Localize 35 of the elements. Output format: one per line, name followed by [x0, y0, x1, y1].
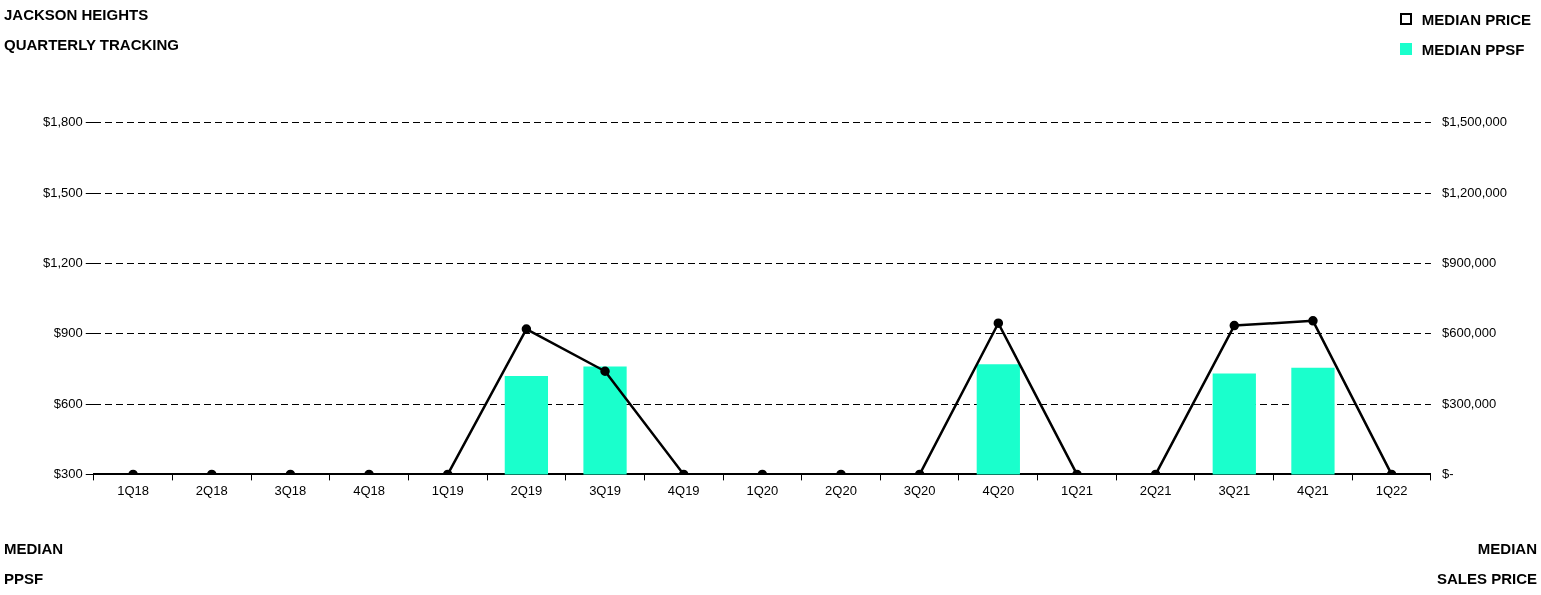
y2-tick-label: $600,000 [1441, 325, 1497, 341]
y-tick-label: $300 [53, 465, 83, 481]
y2-tick-label: $- [1441, 465, 1454, 481]
y2-tick-label: $1,500,000 [1441, 114, 1508, 130]
y-tick-label: $600 [53, 395, 83, 411]
x-tick-label: 1Q18 [117, 482, 149, 498]
x-tick-label: 4Q20 [982, 482, 1015, 498]
y-tick-label: $1,800 [43, 114, 83, 130]
x-tick-label: 3Q19 [589, 482, 621, 498]
x-tick-label: 1Q21 [1061, 482, 1093, 498]
y-tick-label: $1,200 [43, 255, 83, 271]
y2-tick-label: $1,200,000 [1441, 184, 1508, 200]
chart-title: JACKSON HEIGHTS [4, 5, 149, 25]
x-tick-label: 2Q18 [195, 482, 228, 498]
x-tick-label: 3Q21 [1218, 482, 1251, 498]
x-tick-label: 1Q20 [746, 482, 779, 498]
y2-axis-title: MEDIAN SALES PRICE [1436, 539, 1537, 589]
legend-label: MEDIAN PRICE [1421, 10, 1531, 28]
y-axis-title: MEDIAN PPSF [4, 539, 64, 589]
x-tick-label: 1Q22 [1375, 482, 1408, 498]
x-tick-label: 2Q19 [510, 482, 543, 498]
x-tick-label: 2Q20 [825, 482, 857, 498]
y-tick-label: $900 [53, 325, 83, 341]
y-tick-label: $1,500 [43, 184, 83, 200]
x-tick-label: 1Q19 [431, 482, 464, 498]
x-tick-label: 3Q20 [903, 482, 936, 498]
y2-tick-label: $300,000 [1441, 395, 1497, 411]
x-tick-label: 4Q18 [353, 482, 385, 498]
legend-label: MEDIAN PPSF [1421, 40, 1525, 58]
x-tick-label: 3Q18 [274, 482, 307, 498]
chart-subtitle: QUARTERLY TRACKING [4, 35, 180, 55]
x-tick-label: 4Q21 [1297, 482, 1329, 498]
y2-tick-label: $900,000 [1441, 255, 1497, 271]
x-tick-label: 4Q19 [667, 482, 700, 498]
x-tick-label: 2Q21 [1139, 482, 1172, 498]
